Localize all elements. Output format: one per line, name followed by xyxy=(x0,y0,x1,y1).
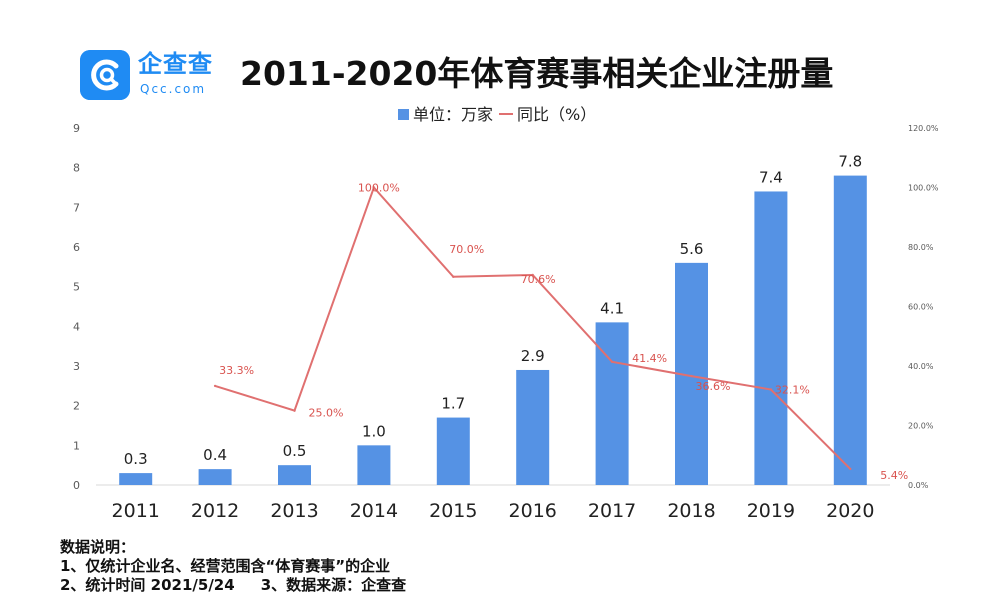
bar-value-label: 7.8 xyxy=(838,153,862,171)
left-tick-label: 3 xyxy=(73,360,80,373)
legend-bar-label: 单位：万家 xyxy=(413,105,494,124)
bar xyxy=(516,369,550,485)
bar xyxy=(278,465,311,485)
line-value-label: 100.0% xyxy=(358,182,400,195)
bar xyxy=(595,322,629,485)
left-tick-label: 1 xyxy=(73,439,80,452)
right-tick-label: 80.0% xyxy=(908,243,934,252)
line-point xyxy=(690,374,693,378)
bar xyxy=(754,191,788,485)
right-tick-label: 100.0% xyxy=(908,184,939,193)
bar xyxy=(198,469,232,485)
left-axis: 0 1 2 3 4 5 6 7 8 9 xyxy=(73,122,80,492)
left-tick-label: 0 xyxy=(73,479,80,492)
line-value-label: 33.3% xyxy=(219,364,254,377)
legend-line-label: 同比（%） xyxy=(517,105,597,124)
data-notes: 数据说明： 1、仅统计企业名、经营范围含“体育赛事”的企业 2、统计时间 202… xyxy=(60,538,406,595)
x-tick-label: 2017 xyxy=(588,500,636,522)
bar-value-label: 1.7 xyxy=(441,395,465,413)
x-tick-label: 2015 xyxy=(429,500,477,522)
notes-line-2b: 3、数据来源：企查查 xyxy=(260,576,407,594)
notes-line-2: 2、统计时间 2021/5/24 3、数据来源：企查查 xyxy=(60,576,406,595)
bar xyxy=(436,417,470,485)
x-tick-label: 2020 xyxy=(826,500,874,522)
x-tick-label: 2019 xyxy=(747,500,795,522)
notes-line-2a: 2、统计时间 2021/5/24 xyxy=(60,576,235,594)
right-tick-label: 40.0% xyxy=(908,362,934,371)
qcc-logo-icon xyxy=(80,50,130,100)
left-tick-label: 5 xyxy=(73,281,80,294)
bar-value-label: 5.6 xyxy=(680,240,704,258)
line-value-label: 70.0% xyxy=(449,243,484,256)
x-tick-label: 2014 xyxy=(350,500,398,522)
bar-value-label: 0.5 xyxy=(283,442,307,460)
bar-value-label: 0.3 xyxy=(124,450,148,468)
chart-legend: 单位：万家 同比（%） xyxy=(398,105,596,125)
bar xyxy=(357,445,391,485)
left-tick-label: 2 xyxy=(73,400,80,413)
bar-value-label: 7.4 xyxy=(759,168,783,186)
bar xyxy=(119,473,153,485)
right-tick-label: 0.0% xyxy=(908,481,929,490)
bar-value-label: 4.1 xyxy=(600,299,624,317)
right-tick-label: 60.0% xyxy=(908,303,934,312)
left-tick-label: 9 xyxy=(73,122,80,135)
bar-value-label: 2.9 xyxy=(521,347,545,365)
line-value-label: 5.4% xyxy=(880,469,908,482)
line-value-label: 36.6% xyxy=(696,380,731,393)
line-series xyxy=(213,185,852,471)
left-tick-label: 7 xyxy=(73,201,80,214)
brand-name: 企查查 xyxy=(138,50,213,78)
left-tick-label: 6 xyxy=(73,241,80,254)
right-axis: 0.0% 20.0% 40.0% 60.0% 80.0% 100.0% 120.0% xyxy=(908,124,939,490)
bar-value-label: 0.4 xyxy=(203,446,227,464)
x-tick-label: 2013 xyxy=(270,500,318,522)
bar-value-labels: 0.3 0.4 0.5 1.0 1.7 2.9 4.1 5.6 7.4 7.8 xyxy=(124,153,862,469)
line-value-label: 70.6% xyxy=(521,273,556,286)
right-tick-label: 120.0% xyxy=(908,124,939,133)
x-tick-label: 2018 xyxy=(667,500,715,522)
x-tick-label: 2012 xyxy=(191,500,239,522)
bar xyxy=(833,175,867,485)
line-point xyxy=(849,467,852,471)
line-point xyxy=(531,273,534,277)
chart-title: 2011-2020年体育赛事相关企业注册量 xyxy=(240,54,834,93)
line-value-label: 25.0% xyxy=(309,407,344,420)
line-value-labels: 33.3% 25.0% 100.0% 70.0% 70.6% 41.4% 36.6% 32.1… xyxy=(219,182,908,482)
line-value-label: 41.4% xyxy=(632,352,667,365)
x-tick-label: 2011 xyxy=(112,500,160,522)
line-point xyxy=(769,388,773,391)
brand-domain: Qcc.com xyxy=(140,82,207,96)
line-point xyxy=(452,275,455,278)
legend-line-swatch xyxy=(499,113,514,115)
x-tick-label: 2016 xyxy=(509,500,557,522)
x-axis: 2011 2012 2013 2014 2015 2016 2017 2018 2019 2020 xyxy=(112,500,875,522)
line-point xyxy=(213,384,217,388)
legend-bar-swatch xyxy=(398,109,409,120)
line-point xyxy=(372,186,376,189)
line-point xyxy=(610,360,614,364)
right-tick-label: 20.0% xyxy=(908,422,934,431)
notes-line-1: 1、仅统计企业名、经营范围含“体育赛事”的企业 xyxy=(60,557,391,575)
line-point xyxy=(293,409,296,412)
notes-heading: 数据说明： xyxy=(60,538,136,556)
brand-logo: 企查查 Qcc.com xyxy=(80,50,218,102)
left-tick-label: 4 xyxy=(73,320,80,333)
left-tick-label: 8 xyxy=(73,162,80,175)
bar-series xyxy=(119,175,867,485)
line-value-label: 32.1% xyxy=(775,384,810,397)
bar-value-label: 1.0 xyxy=(362,422,386,440)
